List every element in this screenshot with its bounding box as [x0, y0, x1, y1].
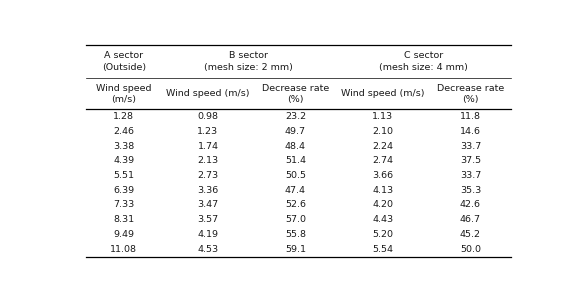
Text: Decrease rate
(%): Decrease rate (%) — [437, 84, 504, 104]
Text: 5.51: 5.51 — [113, 171, 134, 180]
Text: 50.0: 50.0 — [460, 245, 481, 254]
Text: 59.1: 59.1 — [285, 245, 306, 254]
Text: 1.28: 1.28 — [113, 112, 134, 121]
Text: 2.74: 2.74 — [373, 156, 394, 165]
Text: 2.46: 2.46 — [113, 127, 134, 136]
Text: 1.13: 1.13 — [373, 112, 394, 121]
Text: B sector
(mesh size: 2 mm): B sector (mesh size: 2 mm) — [204, 52, 293, 72]
Text: 55.8: 55.8 — [285, 230, 306, 239]
Text: Wind speed
(m/s): Wind speed (m/s) — [96, 84, 152, 104]
Text: 2.13: 2.13 — [198, 156, 219, 165]
Text: 0.98: 0.98 — [198, 112, 219, 121]
Text: 9.49: 9.49 — [113, 230, 134, 239]
Text: 3.57: 3.57 — [198, 215, 219, 224]
Text: 52.6: 52.6 — [285, 200, 306, 210]
Text: 51.4: 51.4 — [285, 156, 306, 165]
Text: 5.54: 5.54 — [373, 245, 394, 254]
Text: 5.20: 5.20 — [373, 230, 394, 239]
Text: 1.23: 1.23 — [198, 127, 219, 136]
Text: 50.5: 50.5 — [285, 171, 306, 180]
Text: 57.0: 57.0 — [285, 215, 306, 224]
Text: 4.13: 4.13 — [373, 186, 394, 195]
Text: Wind speed (m/s): Wind speed (m/s) — [341, 89, 425, 98]
Text: 33.7: 33.7 — [460, 141, 481, 150]
Text: 42.6: 42.6 — [460, 200, 481, 210]
Text: 3.36: 3.36 — [198, 186, 219, 195]
Text: 4.39: 4.39 — [113, 156, 134, 165]
Text: 4.20: 4.20 — [373, 200, 394, 210]
Text: 4.53: 4.53 — [198, 245, 219, 254]
Text: 1.74: 1.74 — [198, 141, 219, 150]
Text: 2.10: 2.10 — [373, 127, 394, 136]
Text: 4.43: 4.43 — [373, 215, 394, 224]
Text: 4.19: 4.19 — [198, 230, 219, 239]
Text: 7.33: 7.33 — [113, 200, 135, 210]
Text: C sector
(mesh size: 4 mm): C sector (mesh size: 4 mm) — [379, 52, 468, 72]
Text: 37.5: 37.5 — [460, 156, 481, 165]
Text: 6.39: 6.39 — [113, 186, 134, 195]
Text: 3.38: 3.38 — [113, 141, 135, 150]
Text: 45.2: 45.2 — [460, 230, 481, 239]
Text: Wind speed (m/s): Wind speed (m/s) — [166, 89, 250, 98]
Text: 3.47: 3.47 — [198, 200, 219, 210]
Text: 2.73: 2.73 — [198, 171, 219, 180]
Text: 8.31: 8.31 — [113, 215, 134, 224]
Text: 2.24: 2.24 — [373, 141, 394, 150]
Text: 11.08: 11.08 — [110, 245, 137, 254]
Text: 3.66: 3.66 — [373, 171, 394, 180]
Text: Decrease rate
(%): Decrease rate (%) — [262, 84, 329, 104]
Text: 23.2: 23.2 — [285, 112, 306, 121]
Text: 14.6: 14.6 — [460, 127, 481, 136]
Text: 48.4: 48.4 — [285, 141, 306, 150]
Text: 11.8: 11.8 — [460, 112, 481, 121]
Text: 47.4: 47.4 — [285, 186, 306, 195]
Text: 46.7: 46.7 — [460, 215, 481, 224]
Text: A sector
(Outside): A sector (Outside) — [101, 52, 146, 72]
Text: 49.7: 49.7 — [285, 127, 306, 136]
Text: 33.7: 33.7 — [460, 171, 481, 180]
Text: 35.3: 35.3 — [460, 186, 481, 195]
